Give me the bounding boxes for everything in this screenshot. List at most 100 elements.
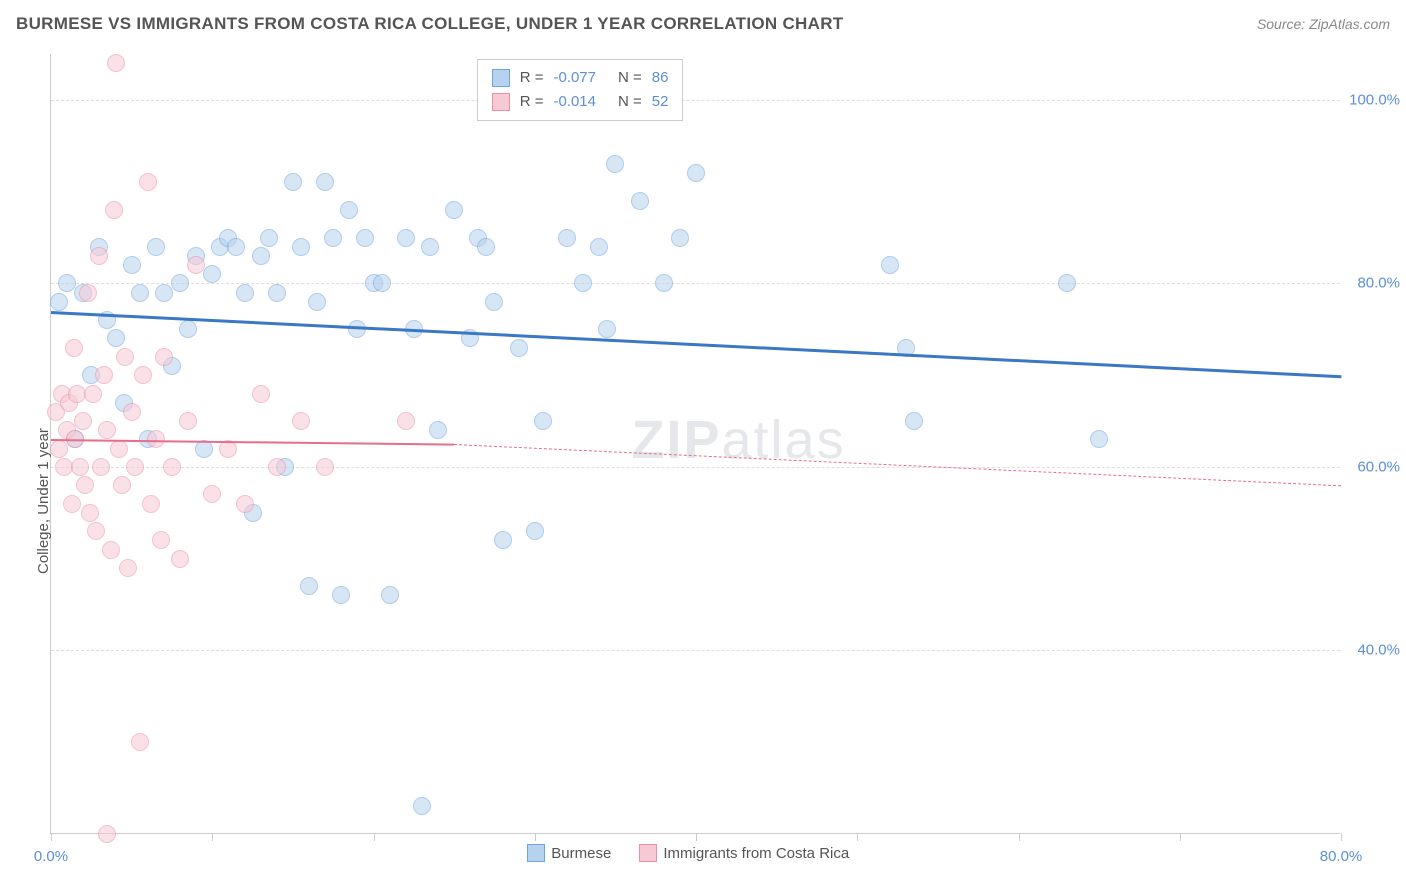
x-tick — [696, 833, 697, 841]
scatter-point — [1058, 274, 1076, 292]
scatter-point — [116, 348, 134, 366]
n-value: 52 — [652, 90, 669, 114]
x-tick-label: 0.0% — [34, 848, 68, 865]
scatter-point — [881, 256, 899, 274]
scatter-point — [292, 238, 310, 256]
scatter-point — [87, 522, 105, 540]
scatter-point — [687, 164, 705, 182]
r-value: -0.077 — [553, 66, 596, 90]
x-tick — [1019, 833, 1020, 841]
scatter-point — [413, 797, 431, 815]
scatter-point — [227, 238, 245, 256]
scatter-point — [98, 825, 116, 843]
scatter-point — [252, 247, 270, 265]
scatter-point — [421, 238, 439, 256]
scatter-point — [90, 247, 108, 265]
scatter-point — [187, 256, 205, 274]
scatter-point — [373, 274, 391, 292]
scatter-point — [95, 366, 113, 384]
scatter-point — [113, 476, 131, 494]
r-value: -0.014 — [553, 90, 596, 114]
scatter-point — [590, 238, 608, 256]
scatter-point — [494, 531, 512, 549]
stats-row: R =-0.014N =52 — [492, 90, 669, 114]
x-tick — [51, 833, 52, 841]
scatter-point — [152, 531, 170, 549]
watermark: ZIPatlas — [632, 409, 846, 471]
scatter-point — [123, 256, 141, 274]
scatter-point — [102, 541, 120, 559]
trend-line — [51, 311, 1341, 378]
bottom-legend: Burmese Immigrants from Costa Rica — [527, 844, 849, 862]
scatter-point — [179, 320, 197, 338]
scatter-point — [74, 412, 92, 430]
scatter-point — [292, 412, 310, 430]
y-tick-label: 60.0% — [1357, 458, 1400, 475]
gridline-h — [51, 467, 1340, 468]
scatter-point — [58, 274, 76, 292]
scatter-point — [445, 201, 463, 219]
n-value: 86 — [652, 66, 669, 90]
scatter-point — [671, 229, 689, 247]
scatter-point — [510, 339, 528, 357]
legend-swatch — [492, 93, 510, 111]
scatter-point — [142, 495, 160, 513]
legend-item: Burmese — [527, 844, 611, 862]
x-tick — [1341, 833, 1342, 841]
scatter-point — [1090, 430, 1108, 448]
scatter-point — [71, 458, 89, 476]
scatter-point — [284, 173, 302, 191]
scatter-point — [606, 155, 624, 173]
r-label: R = — [520, 66, 544, 90]
x-tick-label: 80.0% — [1320, 848, 1363, 865]
scatter-point — [171, 274, 189, 292]
scatter-point — [92, 458, 110, 476]
gridline-h — [51, 650, 1340, 651]
scatter-point — [316, 173, 334, 191]
scatter-point — [50, 440, 68, 458]
scatter-point — [63, 495, 81, 513]
y-tick-label: 40.0% — [1357, 642, 1400, 659]
scatter-point — [558, 229, 576, 247]
scatter-point — [155, 284, 173, 302]
gridline-h — [51, 100, 1340, 101]
scatter-point — [105, 201, 123, 219]
n-label: N = — [618, 90, 642, 114]
scatter-point — [905, 412, 923, 430]
scatter-point — [131, 733, 149, 751]
legend-label: Immigrants from Costa Rica — [663, 845, 849, 862]
scatter-point — [236, 495, 254, 513]
x-tick — [212, 833, 213, 841]
legend-swatch — [492, 69, 510, 87]
legend-swatch — [639, 844, 657, 862]
scatter-point — [81, 504, 99, 522]
legend-item: Immigrants from Costa Rica — [639, 844, 849, 862]
scatter-point — [171, 550, 189, 568]
scatter-point — [203, 485, 221, 503]
chart-header: BURMESE VS IMMIGRANTS FROM COSTA RICA CO… — [16, 14, 1390, 34]
legend-swatch — [527, 844, 545, 862]
scatter-point — [574, 274, 592, 292]
scatter-point — [79, 284, 97, 302]
scatter-point — [236, 284, 254, 302]
scatter-point — [260, 229, 278, 247]
scatter-point — [477, 238, 495, 256]
scatter-point — [300, 577, 318, 595]
scatter-point — [76, 476, 94, 494]
scatter-point — [123, 403, 141, 421]
stats-legend-box: R =-0.077N =86R =-0.014N =52 — [477, 59, 684, 121]
scatter-point — [485, 293, 503, 311]
scatter-point — [340, 201, 358, 219]
scatter-point — [126, 458, 144, 476]
source-attribution: Source: ZipAtlas.com — [1257, 16, 1390, 32]
scatter-point — [134, 366, 152, 384]
scatter-point — [598, 320, 616, 338]
scatter-point — [655, 274, 673, 292]
scatter-point — [316, 458, 334, 476]
scatter-point — [65, 339, 83, 357]
x-tick — [1180, 833, 1181, 841]
chart-plot-area: 40.0%60.0%80.0%100.0%College, Under 1 ye… — [50, 54, 1340, 834]
scatter-point — [381, 586, 399, 604]
scatter-point — [50, 293, 68, 311]
scatter-point — [308, 293, 326, 311]
